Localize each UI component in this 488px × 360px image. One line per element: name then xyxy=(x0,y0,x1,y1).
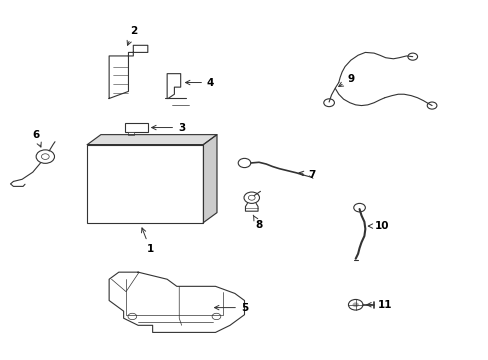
Text: 10: 10 xyxy=(367,221,389,231)
Bar xyxy=(124,122,147,132)
Text: 5: 5 xyxy=(214,303,247,312)
Text: 11: 11 xyxy=(366,300,391,310)
Text: 8: 8 xyxy=(253,215,262,230)
Text: 3: 3 xyxy=(151,122,185,132)
Bar xyxy=(128,132,134,135)
Polygon shape xyxy=(87,135,217,145)
Polygon shape xyxy=(203,135,217,222)
Text: 6: 6 xyxy=(32,130,41,147)
Text: 7: 7 xyxy=(299,170,315,180)
Text: 2: 2 xyxy=(127,26,137,45)
Circle shape xyxy=(352,303,358,307)
Bar xyxy=(87,145,203,222)
Text: 4: 4 xyxy=(185,77,214,87)
Text: 1: 1 xyxy=(141,228,154,254)
Text: 9: 9 xyxy=(338,74,354,86)
